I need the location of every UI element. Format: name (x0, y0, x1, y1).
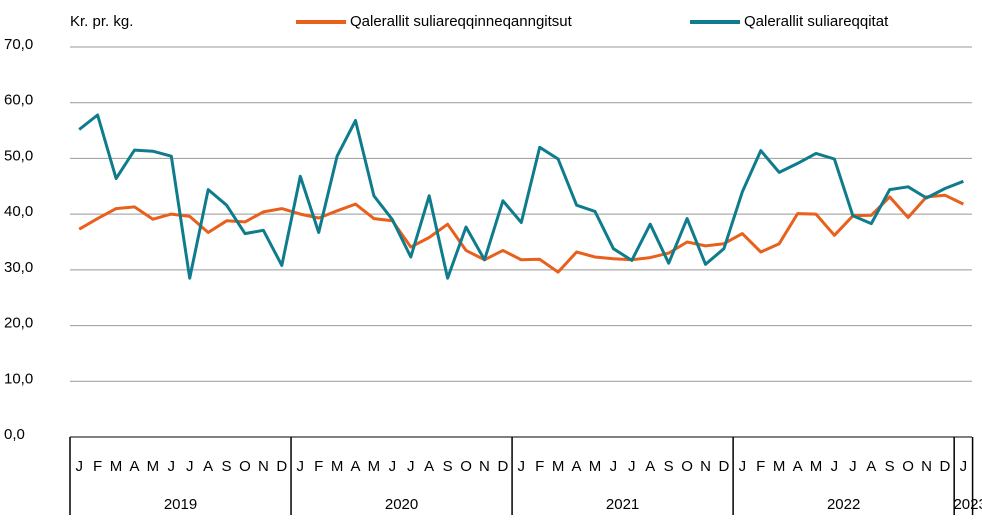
x-tick-label: J (739, 458, 747, 475)
legend-label: Qalerallit suliareqqitat (744, 13, 889, 30)
x-tick-label: N (700, 458, 711, 475)
x-tick-label: J (407, 458, 415, 475)
y-tick-label: 40,0 (4, 203, 33, 220)
x-tick-label: M (773, 458, 786, 475)
x-tick-label: S (443, 458, 453, 475)
y-tick-label: 30,0 (4, 259, 33, 276)
x-tick-label: N (921, 458, 932, 475)
x-tick-label: J (168, 458, 176, 475)
x-tick-label: A (424, 458, 434, 475)
x-tick-label: J (610, 458, 618, 475)
x-tick-label: M (110, 458, 123, 475)
y-tick-label: 10,0 (4, 370, 33, 387)
x-tick-label: J (849, 458, 857, 475)
y-tick-label: 70,0 (4, 36, 33, 53)
x-tick-label: F (93, 458, 102, 475)
x-tick-label: O (681, 458, 693, 475)
x-tick-label: F (535, 458, 544, 475)
x-tick-label: S (664, 458, 674, 475)
year-label: 2023 (953, 496, 982, 513)
x-tick-label: F (314, 458, 323, 475)
series-line (78, 193, 965, 274)
x-tick-label: D (718, 458, 729, 475)
legend-label: Qalerallit suliareqqinneqanngitsut (350, 13, 573, 30)
x-tick-label: M (552, 458, 565, 475)
x-tick-label: F (756, 458, 765, 475)
x-tick-label: A (866, 458, 876, 475)
series-line (78, 113, 964, 280)
x-tick-label: D (497, 458, 508, 475)
x-tick-label: O (460, 458, 472, 475)
year-label: 2021 (606, 496, 639, 513)
x-tick-label: A (351, 458, 361, 475)
x-tick-label: J (75, 458, 83, 475)
y-tick-label: 60,0 (4, 92, 33, 109)
y-tick-label: 50,0 (4, 147, 33, 164)
x-tick-label: M (147, 458, 160, 475)
x-tick-label: A (645, 458, 655, 475)
x-tick-label: J (831, 458, 839, 475)
x-tick-label: M (589, 458, 602, 475)
x-tick-label: J (186, 458, 194, 475)
x-tick-label: J (297, 458, 305, 475)
y-axis-label: Kr. pr. kg. (70, 13, 133, 30)
x-tick-label: J (628, 458, 636, 475)
x-tick-label: A (203, 458, 213, 475)
year-label: 2020 (385, 496, 418, 513)
x-tick-label: O (239, 458, 251, 475)
y-tick-label: 0,0 (4, 426, 25, 443)
year-label: 2019 (164, 496, 197, 513)
x-tick-label: S (885, 458, 895, 475)
x-tick-label: A (793, 458, 803, 475)
y-tick-label: 20,0 (4, 315, 33, 332)
x-tick-label: S (222, 458, 232, 475)
x-tick-label: M (331, 458, 344, 475)
x-tick-label: J (389, 458, 397, 475)
x-tick-label: M (368, 458, 381, 475)
x-tick-label: A (572, 458, 582, 475)
x-tick-label: N (479, 458, 490, 475)
x-tick-label: N (258, 458, 269, 475)
x-tick-label: O (902, 458, 914, 475)
x-tick-label: D (276, 458, 287, 475)
x-tick-label: J (960, 458, 968, 475)
x-tick-label: M (810, 458, 823, 475)
year-label: 2022 (827, 496, 860, 513)
x-tick-label: J (518, 458, 526, 475)
x-tick-label: A (129, 458, 139, 475)
x-tick-label: D (940, 458, 951, 475)
